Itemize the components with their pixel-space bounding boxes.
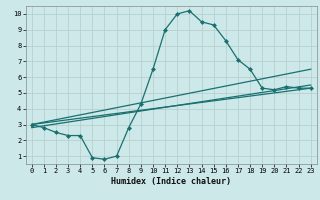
X-axis label: Humidex (Indice chaleur): Humidex (Indice chaleur) — [111, 177, 231, 186]
